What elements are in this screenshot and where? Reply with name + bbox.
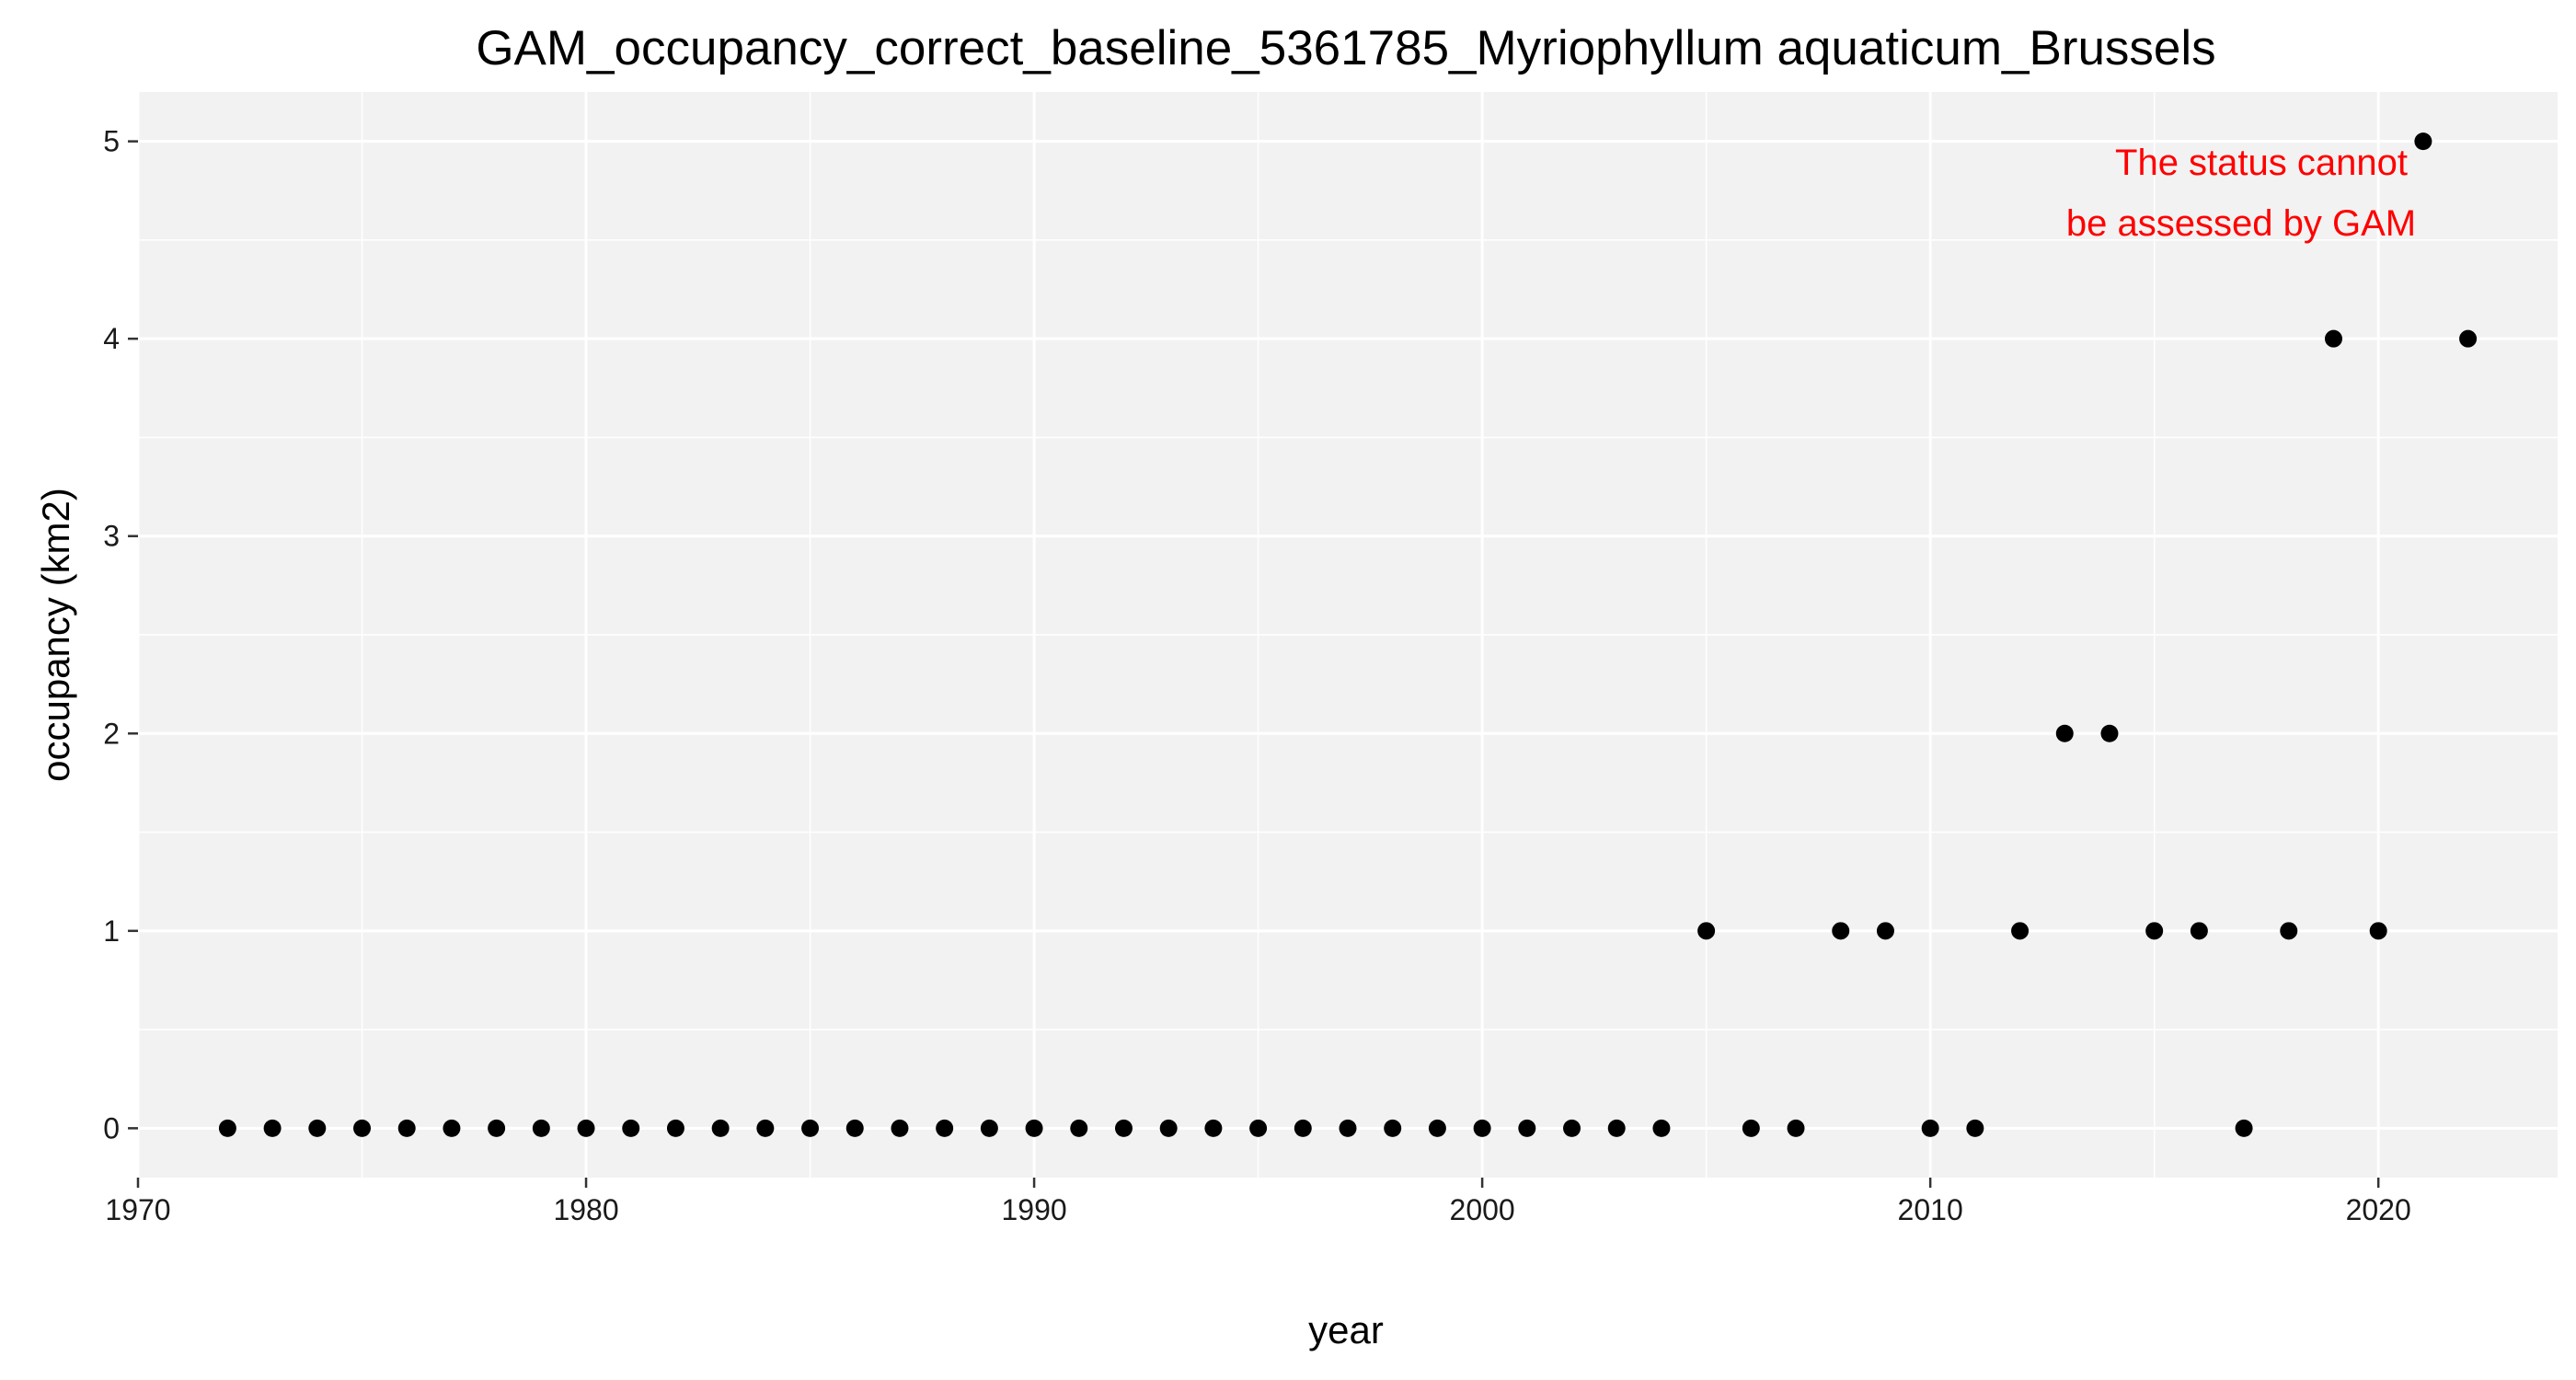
data-point [2280,922,2298,940]
data-point [622,1119,640,1137]
data-point [1159,1119,1178,1137]
data-point [577,1119,595,1137]
data-point [845,1119,864,1137]
data-point [2414,132,2432,151]
data-point [1563,1119,1581,1137]
data-point [1473,1119,1491,1137]
data-point [1114,1119,1133,1137]
data-point [488,1119,506,1137]
data-point [2100,724,2119,742]
data-point [1339,1119,1357,1137]
y-tick-label: 2 [103,717,120,750]
data-point [1428,1119,1446,1137]
data-point [353,1119,372,1137]
data-point [1787,1119,1805,1137]
x-tick-label: 2020 [2346,1193,2411,1226]
data-point [936,1119,954,1137]
data-point [980,1119,998,1137]
data-points [218,132,2478,1137]
major-gridlines [136,92,2558,1178]
annotation-line-2: be assessed by GAM [2066,203,2416,244]
data-point [1921,1119,1939,1137]
data-point [1025,1119,1043,1137]
data-point [308,1119,327,1137]
data-point [1204,1119,1223,1137]
data-point [1384,1119,1402,1137]
y-tick-label: 5 [103,125,120,158]
data-point [263,1119,282,1137]
data-point [1652,1119,1671,1137]
y-tick-label: 3 [103,520,120,553]
data-point [711,1119,730,1137]
data-point [1518,1119,1536,1137]
data-point [2324,329,2342,348]
data-point [2011,922,2030,940]
x-tick-label: 1990 [1001,1193,1066,1226]
y-tick-label: 1 [103,914,120,948]
status-annotation: The status cannot be assessed by GAM [2066,143,2416,244]
data-point [801,1119,820,1137]
x-axis-label: year [1308,1308,1384,1351]
chart-title: GAM_occupancy_correct_baseline_5361785_M… [476,21,2215,75]
data-point [1742,1119,1760,1137]
data-point [2190,922,2208,940]
y-axis-label: occupancy (km2) [34,488,77,782]
data-point [2369,922,2387,940]
data-point [1607,1119,1626,1137]
data-point [2459,329,2478,348]
data-point [218,1119,236,1137]
y-axis: 0 1 2 3 4 5 [103,125,138,1144]
data-point [891,1119,909,1137]
data-point [1249,1119,1268,1137]
x-tick-label: 2010 [1898,1193,1963,1226]
data-point [756,1119,775,1137]
x-axis: 1970 1980 1990 2000 2010 2020 [105,1178,2411,1226]
data-point [1876,922,1894,940]
data-point [666,1119,684,1137]
data-point [1070,1119,1088,1137]
data-point [443,1119,461,1137]
data-point [532,1119,550,1137]
data-point [2055,724,2074,742]
data-point [2235,1119,2253,1137]
y-tick-label: 0 [103,1111,120,1144]
x-tick-label: 1970 [105,1193,170,1226]
annotation-line-1: The status cannot [2115,143,2408,183]
data-point [397,1119,416,1137]
data-point [1697,922,1716,940]
data-point [2145,922,2164,940]
y-tick-label: 4 [103,322,120,355]
x-tick-label: 2000 [1450,1193,1515,1226]
minor-gridlines [138,92,2558,1178]
x-tick-label: 1980 [553,1193,618,1226]
data-point [1966,1119,1984,1137]
data-point [1294,1119,1312,1137]
data-point [1832,922,1850,940]
